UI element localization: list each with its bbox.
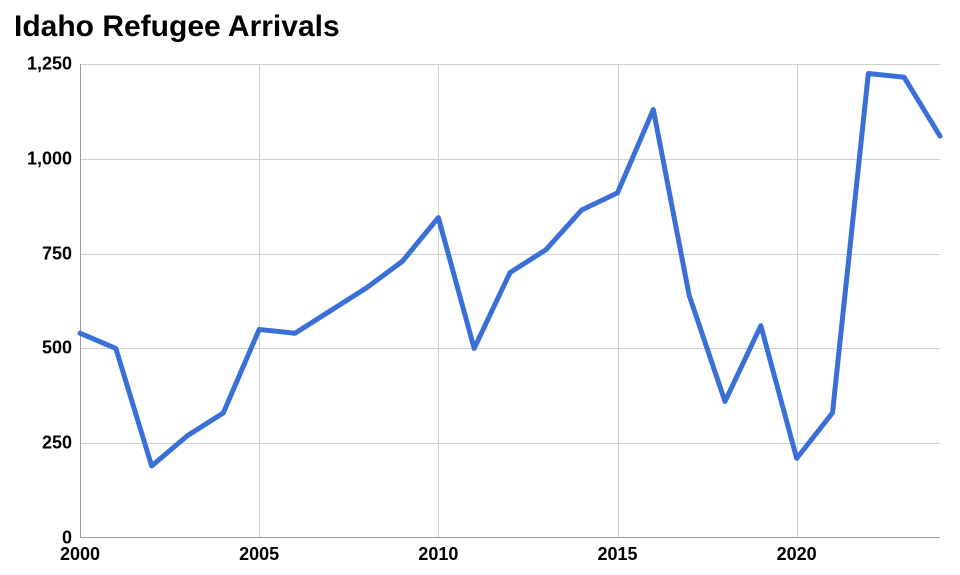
data-line: [80, 64, 940, 538]
x-axis-label: 2005: [239, 544, 279, 565]
y-axis-label: 750: [42, 243, 72, 264]
x-axis-label: 2000: [60, 544, 100, 565]
line-chart: Idaho Refugee Arrivals 02505007501,0001,…: [0, 0, 960, 575]
y-axis-label: 500: [42, 338, 72, 359]
y-axis-label: 1,000: [27, 148, 72, 169]
chart-title: Idaho Refugee Arrivals: [14, 10, 340, 44]
y-axis-label: 250: [42, 433, 72, 454]
y-axis-label: 1,250: [27, 54, 72, 75]
x-axis-label: 2010: [418, 544, 458, 565]
x-axis-label: 2015: [597, 544, 637, 565]
plot-area: [80, 64, 940, 538]
x-axis-label: 2020: [777, 544, 817, 565]
